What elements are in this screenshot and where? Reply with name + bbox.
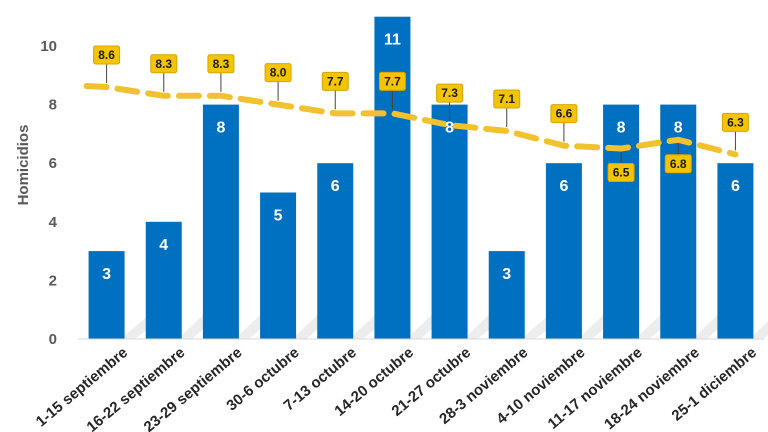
- average-value-label: 8.3: [213, 57, 230, 71]
- bar: [431, 104, 468, 339]
- bar: [603, 104, 640, 339]
- average-callout-box: [378, 71, 406, 91]
- bar-value-label: 3: [502, 266, 511, 283]
- x-tick-label: 18-24 noviembre: [601, 344, 703, 432]
- average-value-label: 7.3: [441, 86, 458, 100]
- average-callout-box: [207, 54, 235, 74]
- bar-value-label: 4: [159, 237, 168, 254]
- average-value-label: 7.7: [384, 74, 401, 88]
- bar-value-label: 5: [274, 208, 283, 225]
- bar-value-label: 6: [731, 178, 740, 195]
- average-value-label: 6.5: [613, 166, 630, 180]
- y-tick-label: 0: [49, 331, 57, 348]
- average-callout-box: [150, 54, 178, 74]
- bar-value-label: 3: [102, 266, 111, 283]
- x-tick-label: 1-15 septiembre: [33, 344, 131, 430]
- bar-value-label: 8: [674, 120, 683, 137]
- bar-value-label: 6: [559, 178, 568, 195]
- bar: [202, 104, 239, 339]
- average-value-label: 8.0: [270, 66, 287, 80]
- average-line: [83, 83, 739, 158]
- y-tick-label: 10: [40, 38, 57, 55]
- x-tick-label: 11-17 noviembre: [545, 344, 646, 432]
- average-callout-box: [664, 154, 692, 174]
- x-tick-label: 16-22 septiembre: [83, 344, 188, 432]
- bar-value-label: 6: [331, 178, 340, 195]
- bar: [374, 16, 411, 339]
- average-value-label: 7.1: [498, 92, 515, 106]
- average-trend-line: [83, 83, 739, 158]
- average-callout-box: [550, 104, 578, 124]
- bar: [145, 221, 182, 339]
- average-callout-box: [493, 89, 521, 109]
- y-tick-label: 6: [49, 155, 57, 172]
- average-value-labels: 8.6 8.3 8.3 8.0 7.7 7.7 7.3 7.1 6.6 6.5 6.8 6.3: [93, 45, 749, 183]
- bars: [88, 16, 754, 339]
- bar: [488, 251, 525, 339]
- bar: [260, 192, 297, 339]
- average-value-label: 6.8: [670, 157, 687, 171]
- average-callout-box: [721, 112, 749, 132]
- bar-value-label: 8: [216, 120, 225, 137]
- bar-value-labels: 3 4 8 5 6 11 8 3 6 8 8 6: [102, 32, 740, 283]
- y-tick-labels: 0 2 4 6 8 10: [40, 38, 57, 348]
- average-callout-box: [264, 63, 292, 83]
- average-value-label: 8.6: [98, 48, 115, 62]
- y-axis-label: Homicidios: [15, 125, 32, 206]
- average-callout-box: [321, 71, 349, 91]
- average-value-label: 6.6: [556, 107, 573, 121]
- average-value-label: 6.3: [727, 115, 744, 129]
- bar: [717, 163, 754, 339]
- average-callout-box: [436, 83, 464, 103]
- bar: [317, 163, 354, 339]
- bar-value-label: 8: [617, 120, 626, 137]
- y-tick-label: 8: [49, 97, 57, 114]
- bar-value-label: 8: [445, 120, 454, 137]
- y-tick-label: 4: [49, 214, 58, 231]
- bar-shadow: [749, 321, 768, 339]
- average-value-label: 8.3: [155, 57, 172, 71]
- bar-value-label: 11: [384, 32, 401, 49]
- y-axis: Homicidios: [15, 125, 32, 206]
- average-value-label: 7.7: [327, 74, 344, 88]
- x-tick-label: 23-29 septiembre: [141, 344, 246, 432]
- average-callout-box: [93, 45, 121, 65]
- average-callout-box: [607, 163, 635, 183]
- y-tick-label: 2: [49, 272, 57, 289]
- bar: [88, 251, 125, 339]
- bar: [545, 163, 582, 339]
